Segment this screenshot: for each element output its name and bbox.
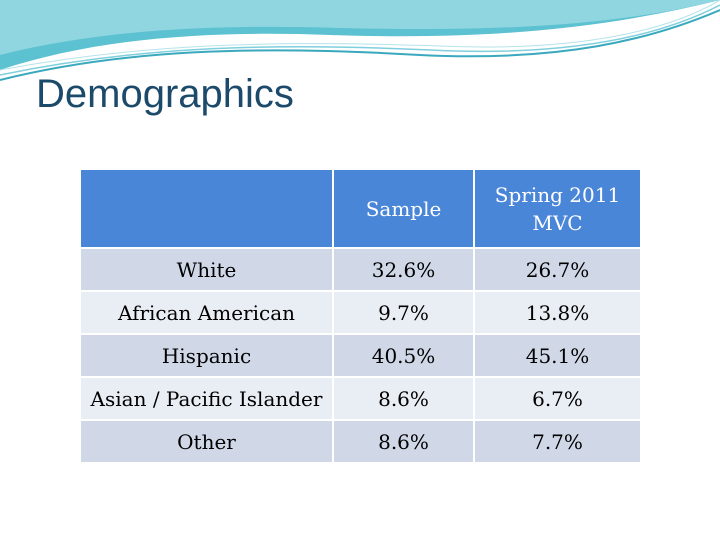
demographics-table: Sample Spring 2011 MVC White 32.6% 26.7% Afr… (79, 168, 642, 464)
column-header: Spring 2011 MVC (473, 168, 642, 249)
cell: 9.7% (332, 290, 475, 335)
cell: 6.7% (473, 376, 642, 421)
cell: 13.8% (473, 290, 642, 335)
table-row: Asian / Pacific Islander 8.6% 6.7% (79, 376, 642, 421)
column-header: Sample (332, 168, 475, 249)
row-label: Other (79, 419, 334, 464)
header-decoration (0, 0, 720, 81)
table-row: African American 9.7% 13.8% (79, 290, 642, 335)
row-label: Asian / Pacific Islander (79, 376, 334, 421)
table-row: White 32.6% 26.7% (79, 247, 642, 292)
cell: 7.7% (473, 419, 642, 464)
slide-title: Demographics (36, 72, 294, 116)
cell: 8.6% (332, 419, 475, 464)
table-row: Other 8.6% 7.7% (79, 419, 642, 464)
cell: 32.6% (332, 247, 475, 292)
cell: 26.7% (473, 247, 642, 292)
cell: 40.5% (332, 333, 475, 378)
cell: 8.6% (332, 376, 475, 421)
table-row: Hispanic 40.5% 45.1% (79, 333, 642, 378)
row-label: Hispanic (79, 333, 334, 378)
row-label: African American (79, 290, 334, 335)
cell: 45.1% (473, 333, 642, 378)
header-row: Sample Spring 2011 MVC (79, 168, 642, 249)
header-cell (79, 168, 334, 249)
row-label: White (79, 247, 334, 292)
